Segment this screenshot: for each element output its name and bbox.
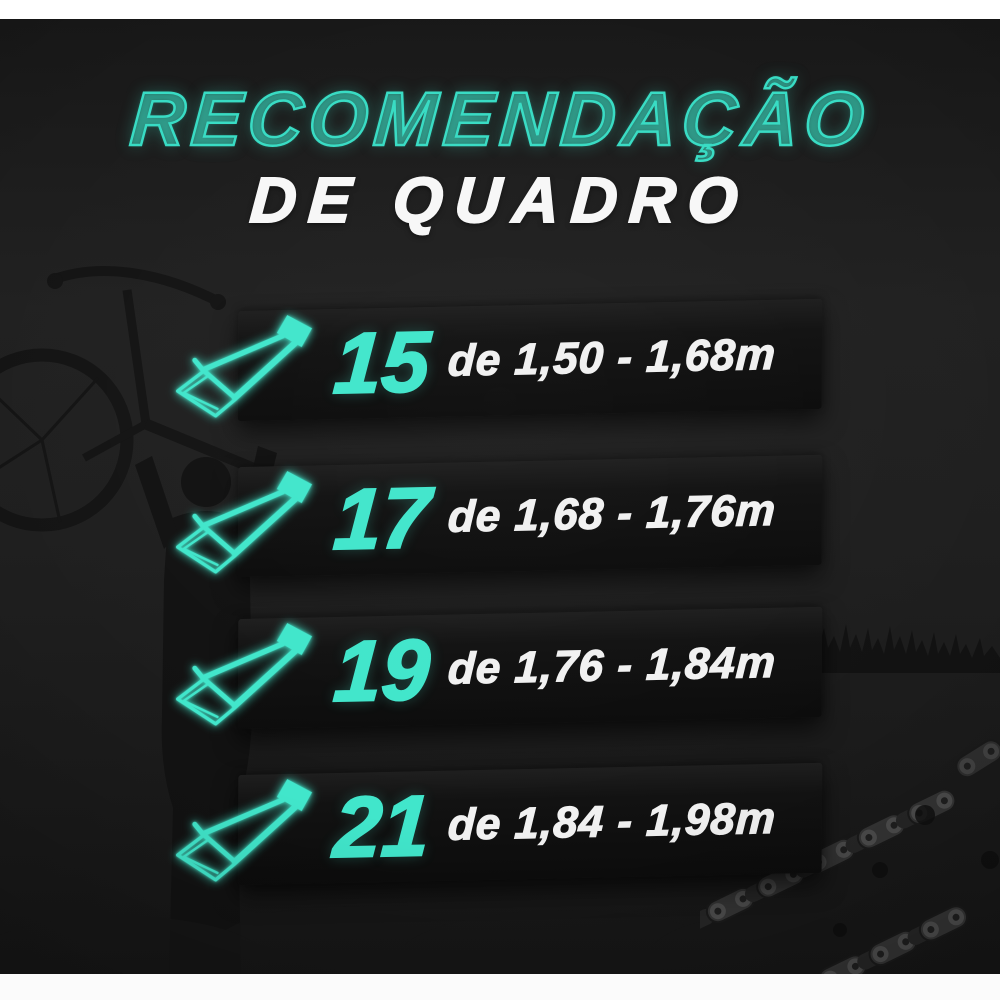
- grass-silhouette: [770, 622, 1000, 673]
- page-title-line2: DE QUADRO: [247, 163, 753, 237]
- size-row-21: 21 de 1,84 - 1,98m: [237, 762, 823, 886]
- bike-frame-icon: [167, 467, 321, 586]
- size-row-19: 19 de 1,76 - 1,84m: [237, 606, 823, 730]
- height-range-value: de 1,68 - 1,76m: [446, 485, 778, 542]
- frame-size-value: 15: [330, 313, 434, 413]
- frame-size-value: 19: [330, 621, 434, 721]
- size-row-15: 15 de 1,50 - 1,68m: [237, 298, 823, 422]
- bike-frame-icon: [167, 619, 321, 738]
- height-range-value: de 1,84 - 1,98m: [446, 793, 778, 850]
- bike-chain-image: [700, 735, 1000, 980]
- size-row-17: 17 de 1,68 - 1,76m: [237, 454, 823, 578]
- top-white-band: [0, 0, 1000, 19]
- bike-frame-icon: [167, 311, 321, 430]
- page-title-line1: RECOMENDAÇÃO: [126, 76, 874, 164]
- frame-size-value: 21: [330, 777, 434, 877]
- height-range-value: de 1,50 - 1,68m: [446, 329, 778, 386]
- rocks-silhouette: [0, 906, 890, 974]
- frame-size-value: 17: [330, 469, 434, 569]
- bottom-white-band: [0, 974, 1000, 1000]
- height-range-value: de 1,76 - 1,84m: [446, 637, 778, 694]
- bike-frame-icon: [167, 775, 321, 894]
